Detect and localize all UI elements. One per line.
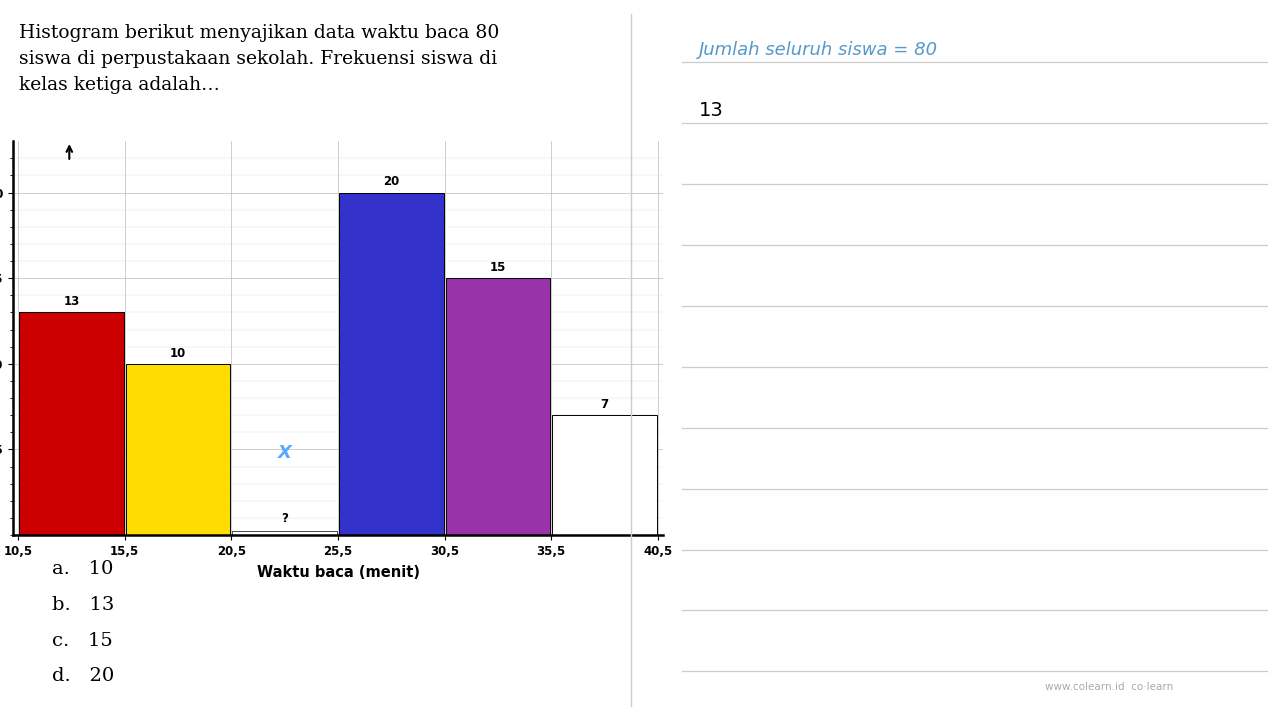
Bar bbox=[339, 192, 444, 535]
Text: X: X bbox=[278, 444, 292, 462]
Text: 10: 10 bbox=[170, 346, 186, 359]
Text: 15: 15 bbox=[490, 261, 506, 274]
Text: 20: 20 bbox=[383, 175, 399, 189]
Text: a.   10: a. 10 bbox=[51, 560, 113, 578]
Text: Histogram berikut menyajikan data waktu baca 80
siswa di perpustakaan sekolah. F: Histogram berikut menyajikan data waktu … bbox=[19, 24, 499, 94]
Bar bbox=[125, 364, 230, 535]
Bar bbox=[233, 531, 337, 535]
Bar bbox=[19, 312, 124, 535]
Text: ?: ? bbox=[282, 512, 288, 525]
Bar bbox=[445, 278, 550, 535]
Text: 13: 13 bbox=[699, 101, 724, 120]
Text: 7: 7 bbox=[600, 398, 609, 411]
Text: Jumlah seluruh siswa = 80: Jumlah seluruh siswa = 80 bbox=[699, 41, 938, 59]
Text: 13: 13 bbox=[63, 295, 79, 308]
X-axis label: Waktu baca (menit): Waktu baca (menit) bbox=[256, 564, 420, 580]
Text: www.colearn.id  co·learn: www.colearn.id co·learn bbox=[1044, 682, 1172, 692]
Text: b.   13: b. 13 bbox=[51, 596, 114, 614]
Text: c.   15: c. 15 bbox=[51, 631, 113, 649]
Bar bbox=[553, 415, 657, 535]
Text: d.   20: d. 20 bbox=[51, 667, 114, 685]
